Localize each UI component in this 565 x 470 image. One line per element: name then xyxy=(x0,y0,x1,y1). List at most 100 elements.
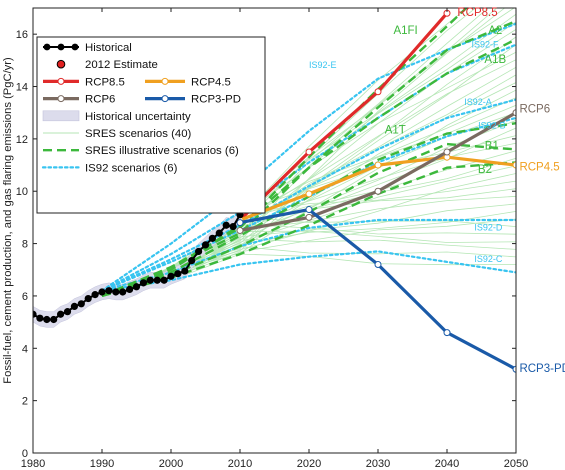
historical-point xyxy=(36,314,44,322)
rcp45-point xyxy=(374,161,382,169)
rcp3-point xyxy=(512,365,516,373)
annotation-rcp8-5: RCP8.5 xyxy=(457,7,497,19)
historical-point xyxy=(229,222,237,231)
historical-point xyxy=(132,283,141,291)
legend-label-estimate: 2012 Estimate xyxy=(85,59,158,71)
annotation-is92-c: IS92-C xyxy=(474,254,503,264)
historical-point xyxy=(70,302,78,311)
annotation-b2: B2 xyxy=(478,164,492,176)
annotation-is92-d: IS92-D xyxy=(474,223,503,233)
historical-point xyxy=(215,229,223,237)
legend: Historical 2012 Estimate RCP8.5 RCP4.5 RCP6 R… xyxy=(36,36,266,214)
legend-marker-rcp85 xyxy=(57,77,65,85)
historical-point xyxy=(222,221,230,229)
x-tick-label: 2010 xyxy=(228,458,252,470)
x-tick-label: 2000 xyxy=(159,458,183,470)
rcp6-point xyxy=(305,213,313,221)
legend-label-rcp3: RCP3-PD xyxy=(191,94,241,106)
historical-point xyxy=(33,310,37,318)
x-tick-label: 2040 xyxy=(435,458,459,470)
annotation-is92-b: IS92-B xyxy=(478,120,506,130)
legend-marker-historical xyxy=(57,43,65,51)
legend-marker-rcp45 xyxy=(161,77,169,85)
historical-point xyxy=(43,315,51,324)
y-tick-label: 6 xyxy=(22,291,28,303)
rcp6-point xyxy=(374,187,382,195)
historical-point xyxy=(153,276,161,284)
plot-area xyxy=(33,8,516,373)
legend-label-uncertainty: Historical uncertainty xyxy=(85,111,191,123)
historical-point xyxy=(167,272,175,280)
annotation-a2: A2 xyxy=(488,25,502,37)
y-tick-label: 16 xyxy=(16,29,28,41)
historical-point xyxy=(77,300,85,308)
rcp45-point xyxy=(512,161,516,169)
y-axis-label: Fossil-fuel, cement production, and gas … xyxy=(2,57,14,384)
sres-illustrative-line-a1b xyxy=(101,38,516,298)
legend-label-sresill: SRES illustrative scenarios (6) xyxy=(85,145,239,157)
x-tick-label: 1990 xyxy=(90,458,114,470)
rcp85-point xyxy=(305,148,313,156)
historical-point xyxy=(112,288,120,296)
historical-point xyxy=(208,234,216,242)
y-tick-label: 10 xyxy=(16,186,28,198)
annotation-rcp3-pd: RCP3-PD xyxy=(519,363,565,375)
legend-label-rcp85: RCP8.5 xyxy=(85,76,125,88)
historical-point xyxy=(160,276,168,284)
axes: 1980 1990 2000 2010 2020 2030 2040 2050 0 2 4 6 8 10 1… xyxy=(2,8,528,470)
is92-line-is92-a xyxy=(100,98,516,292)
historical-point xyxy=(105,287,113,295)
y-tick-label: 8 xyxy=(22,239,28,251)
annotation-is92-f: IS92-F xyxy=(471,39,499,49)
annotation-is92-a: IS92-A xyxy=(464,97,492,107)
rcp3-point xyxy=(236,219,244,227)
series-labels: RCP8.5 RCP6 RCP4.5 RCP3-PD A1FI A2 A1B A1T B1 B2 I… xyxy=(309,7,565,375)
rcp6-point xyxy=(512,109,516,117)
historical-point xyxy=(84,294,92,303)
legend-marker-rcp3 xyxy=(161,95,169,103)
legend-sample-uncertainty xyxy=(42,110,80,122)
historical-point xyxy=(181,267,189,275)
y-tick-label: 12 xyxy=(16,134,28,146)
x-tick-label: 2030 xyxy=(366,458,390,470)
x-tick-label: 1980 xyxy=(21,458,45,470)
rcp3-point xyxy=(443,329,451,337)
plot-frame xyxy=(32,7,517,454)
legend-marker-rcp6 xyxy=(57,95,65,103)
annotation-a1fi: A1FI xyxy=(393,25,417,37)
x-tick-label: 2050 xyxy=(504,458,528,470)
historical-point xyxy=(57,310,65,318)
legend-marker-historical xyxy=(71,43,79,51)
historical-point xyxy=(201,241,210,249)
historical-point xyxy=(126,285,134,293)
historical-point xyxy=(91,291,99,299)
legend-label-rcp45: RCP4.5 xyxy=(191,76,231,88)
rcp85-line xyxy=(238,12,449,222)
y-tick-label: 2 xyxy=(22,396,28,408)
y-tick-label: 0 xyxy=(22,448,28,460)
annotation-a1b: A1B xyxy=(484,54,506,66)
rcp3-point xyxy=(374,261,382,269)
historical-point xyxy=(139,279,147,287)
legend-marker-estimate xyxy=(56,59,66,69)
annotation-is92-e: IS92-E xyxy=(309,60,337,70)
annotation-rcp6: RCP6 xyxy=(519,104,550,116)
annotation-a1t: A1T xyxy=(385,125,406,137)
rcp3-point xyxy=(305,206,313,214)
rcp45-point xyxy=(305,190,313,198)
rcp6-point xyxy=(443,148,451,156)
historical-point xyxy=(50,315,58,324)
rcp6-point xyxy=(236,227,244,234)
is92-line-is92-c xyxy=(100,250,516,292)
legend-label-sres: SRES scenarios (40) xyxy=(85,128,192,140)
rcp85-point xyxy=(374,88,382,96)
historical-point xyxy=(188,257,196,265)
legend-label-historical: Historical xyxy=(85,42,132,54)
legend-marker-historical xyxy=(43,43,51,51)
historical-point xyxy=(119,288,127,296)
x-tick-label: 2020 xyxy=(297,458,321,470)
historical-point xyxy=(195,247,203,256)
historical-point xyxy=(146,276,154,284)
historical-point xyxy=(63,308,72,316)
